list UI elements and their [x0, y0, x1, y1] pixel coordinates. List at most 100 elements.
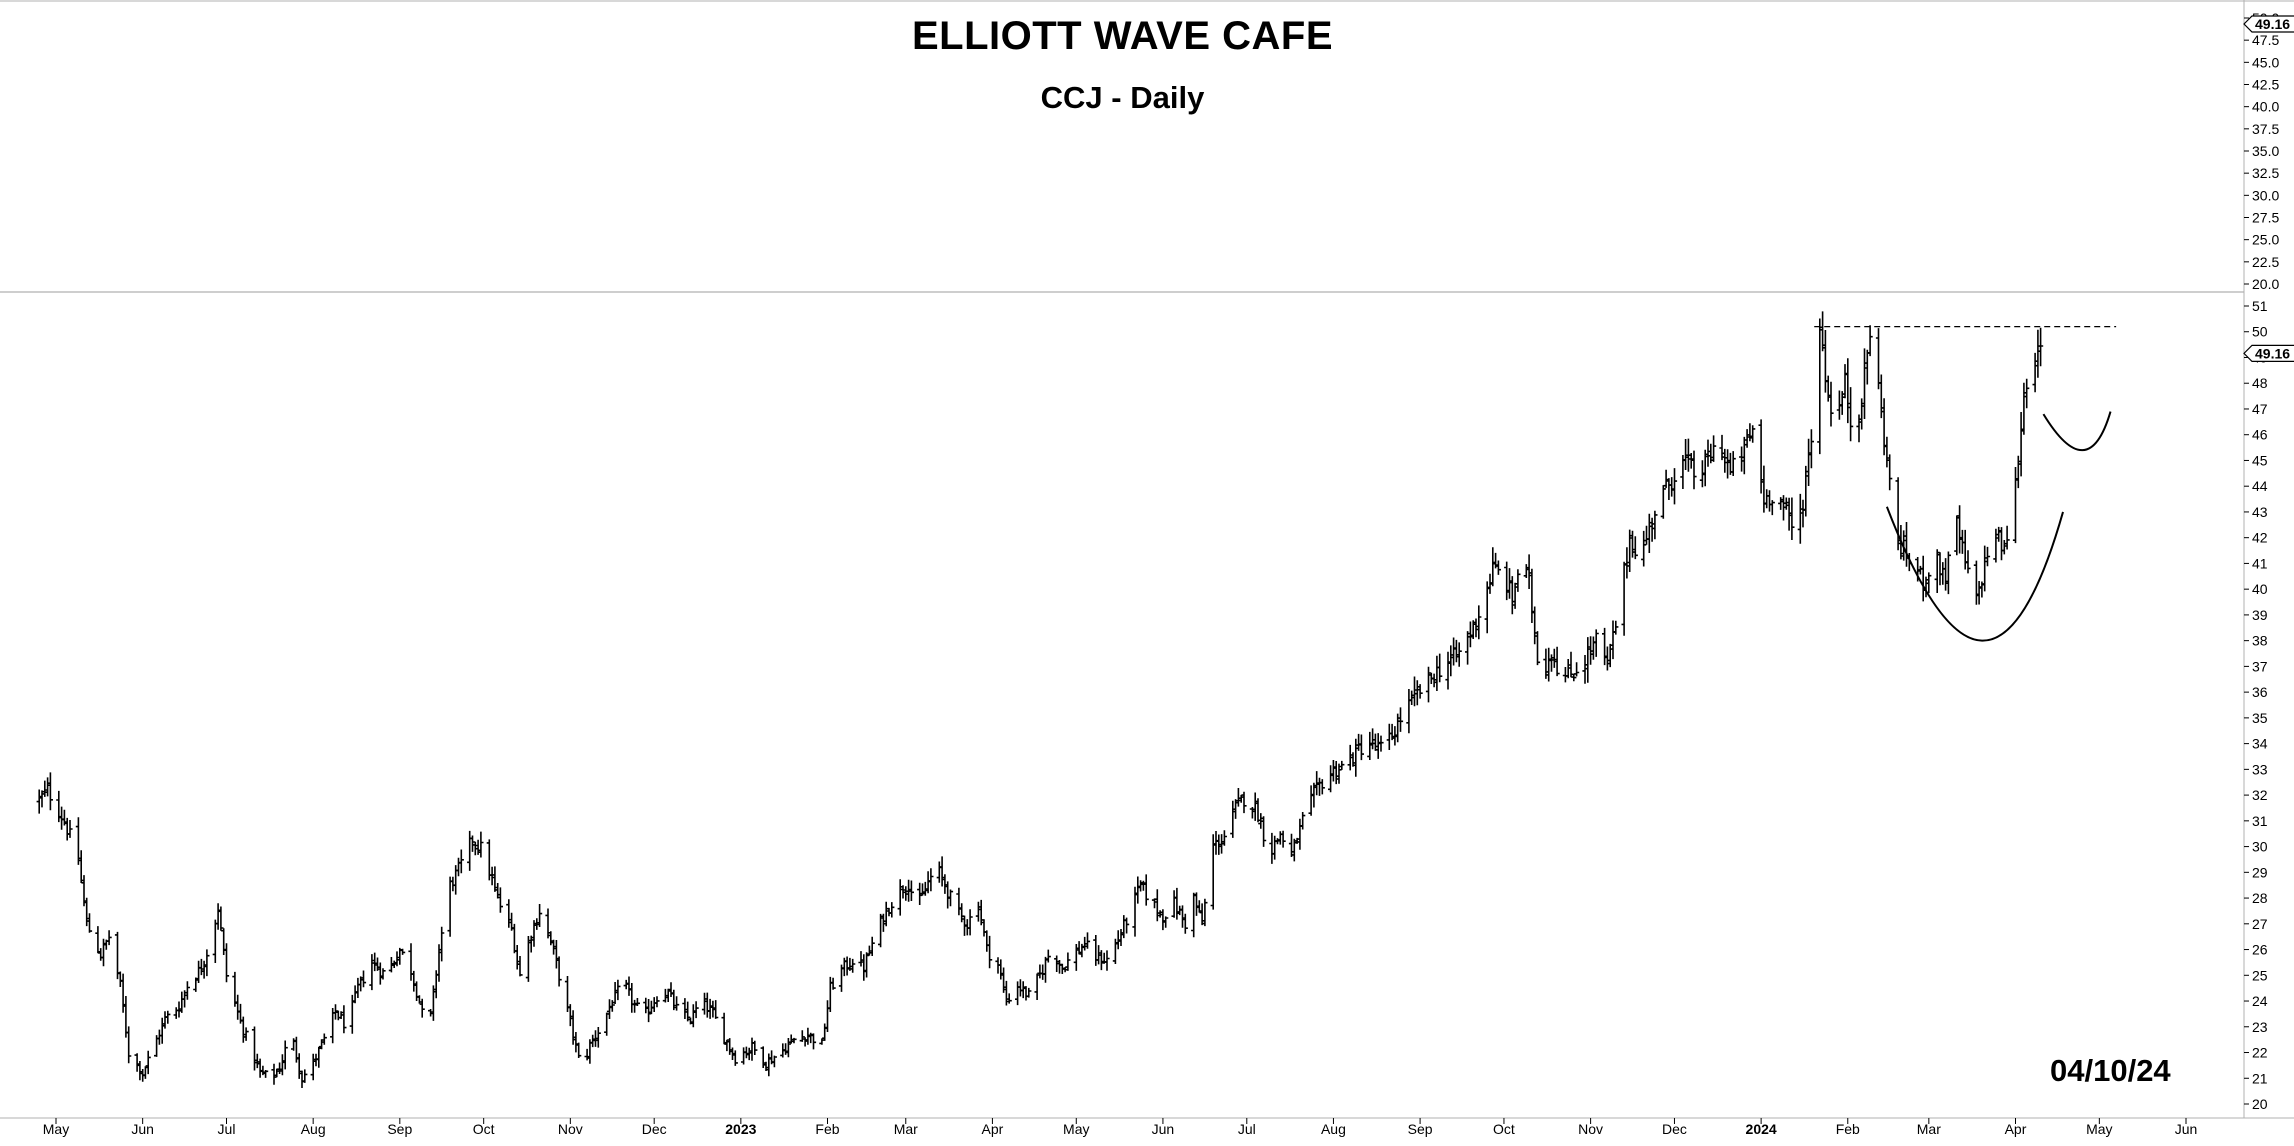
ohlc-bar: [1945, 551, 1951, 595]
ohlc-bar: [1565, 659, 1571, 679]
ohlc-bar: [1135, 876, 1141, 904]
ohlc-bar: [799, 1030, 805, 1042]
ohlc-bar: [1962, 529, 1968, 570]
ohlc-bar: [1903, 522, 1910, 567]
ohlc-bar: [1084, 932, 1091, 949]
ohlc-bar: [478, 831, 484, 858]
ohlc-bar: [987, 935, 993, 969]
ohlc-bar: [204, 949, 210, 977]
lower-y-tick-label: 26: [2252, 942, 2268, 958]
ohlc-bar: [1937, 552, 1943, 586]
ohlc-bar: [576, 1042, 582, 1058]
ohlc-bar: [235, 994, 241, 1020]
x-tick-label: Oct: [473, 1121, 495, 1137]
ohlc-bar: [802, 1037, 808, 1047]
ohlc-bar: [1548, 654, 1555, 672]
ohlc-bar: [1241, 791, 1247, 814]
ohlc-bar: [1534, 631, 1541, 666]
ohlc-bar: [710, 1000, 716, 1018]
ohlc-bar: [1523, 564, 1529, 578]
x-tick-label: May: [2086, 1121, 2112, 1137]
ohlc-bar: [1861, 348, 1868, 419]
ohlc-bar: [506, 899, 512, 928]
lower-y-tick-label: 29: [2252, 864, 2268, 880]
ohlc-bar: [978, 899, 984, 926]
ohlc-bar: [1632, 536, 1638, 560]
ohlc-bar: [374, 957, 381, 971]
ohlc-bar: [1943, 558, 1949, 591]
lower-y-tick-label: 34: [2252, 736, 2268, 752]
ohlc-bar: [1465, 631, 1471, 665]
ohlc-bar: [162, 1011, 168, 1029]
ohlc-bar: [1613, 620, 1619, 635]
ohlc-bar: [626, 976, 632, 996]
ohlc-bar: [453, 865, 459, 895]
ohlc-bar: [341, 1005, 347, 1034]
ohlc-bar: [1370, 728, 1376, 750]
ohlc-bar: [1532, 606, 1538, 645]
ohlc-bar: [1982, 545, 1988, 592]
ohlc-bar: [771, 1055, 777, 1068]
ohlc-bar: [1297, 818, 1303, 850]
ohlc-bar: [724, 1039, 730, 1052]
ohlc-bar: [1607, 643, 1613, 668]
ohlc-bar: [1406, 689, 1412, 734]
x-tick-label: Dec: [642, 1121, 667, 1137]
ohlc-bar: [1976, 581, 1982, 605]
ohlc-bar: [358, 976, 364, 992]
lower-y-tick-label: 35: [2252, 710, 2268, 726]
ohlc-bar: [1255, 798, 1261, 823]
ohlc-bar: [450, 876, 456, 892]
ohlc-bar: [1261, 816, 1267, 847]
ohlc-bar: [467, 830, 473, 871]
x-tick-label: Aug: [1321, 1121, 1346, 1137]
ohlc-bar: [1437, 653, 1443, 683]
ohlc-bar: [824, 1000, 831, 1032]
ohlc-bar: [380, 968, 386, 980]
ohlc-bar: [1800, 499, 1806, 528]
x-tick-label: Oct: [1493, 1121, 1515, 1137]
ohlc-bar: [1417, 684, 1423, 699]
ohlc-bar: [355, 977, 361, 998]
ohlc-bar: [47, 772, 53, 811]
ohlc-bar: [486, 839, 492, 881]
ohlc-bar: [489, 866, 495, 886]
lower-y-tick-label: 41: [2252, 555, 2268, 571]
ohlc-bar: [1562, 667, 1568, 683]
ohlc-bar: [623, 979, 629, 990]
x-tick-label: Feb: [815, 1121, 839, 1137]
ohlc-bar: [760, 1046, 766, 1068]
ohlc-bar: [492, 866, 498, 892]
ohlc-bar: [1797, 493, 1803, 544]
ohlc-bar: [1467, 621, 1473, 648]
ohlc-bar: [1848, 387, 1854, 442]
ohlc-bar: [1300, 812, 1306, 830]
ohlc-bar: [1221, 830, 1227, 846]
ohlc-bar: [1065, 952, 1071, 971]
ohlc-bar: [1954, 515, 1960, 556]
lower-y-tick-label: 43: [2252, 504, 2268, 520]
ohlc-bar: [922, 881, 928, 896]
ohlc-bar: [84, 897, 90, 927]
ohlc-bar: [232, 971, 238, 1007]
ohlc-bar: [889, 902, 895, 918]
ohlc-bar: [1730, 451, 1736, 476]
ohlc-bar: [179, 991, 185, 1013]
ohlc-bar: [534, 918, 540, 930]
ohlc-bar: [1330, 760, 1336, 782]
ohlc-bar: [1624, 547, 1630, 579]
ohlc-bar: [1965, 550, 1971, 574]
ohlc-bar: [372, 952, 378, 972]
ohlc-bar: [1347, 744, 1353, 771]
ohlc-bar: [1864, 349, 1870, 385]
ohlc-bar: [869, 936, 875, 956]
ohlc-bar: [1308, 785, 1314, 816]
date-stamp: 04/10/24: [2050, 1053, 2171, 1088]
lower-y-tick-label: 31: [2252, 813, 2268, 829]
ohlc-bar: [1744, 429, 1750, 448]
ohlc-bar: [1828, 381, 1834, 427]
ohlc-bar: [1235, 788, 1241, 807]
x-tick-label: Jul: [218, 1121, 236, 1137]
ohlc-bar: [1602, 627, 1608, 666]
